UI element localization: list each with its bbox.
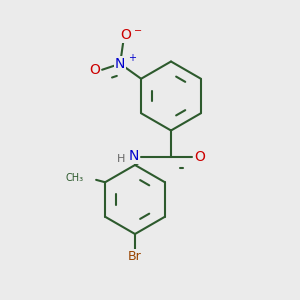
Text: H: H [117,154,126,164]
Text: O: O [194,151,205,164]
Text: N: N [128,149,139,163]
Text: O: O [89,63,100,77]
Text: Br: Br [128,250,142,263]
Text: −: − [134,26,142,36]
Text: +: + [128,53,136,63]
Text: O: O [121,28,132,42]
Text: N: N [115,57,125,71]
Text: CH₃: CH₃ [66,173,84,183]
